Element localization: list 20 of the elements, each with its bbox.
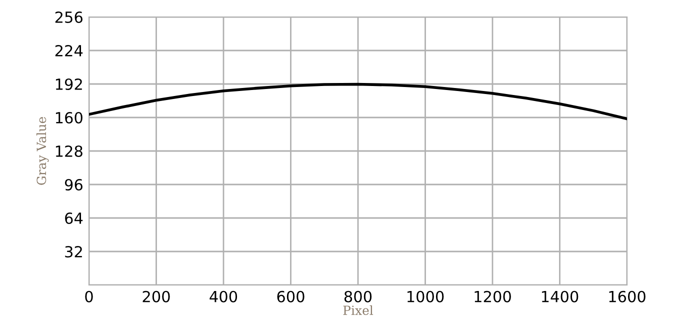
- x-tick-label: 0: [85, 290, 93, 302]
- y-tick-label: 96: [64, 178, 82, 191]
- y-tick-label: 192: [56, 78, 82, 90]
- line-series: [89, 82, 627, 120]
- x-tick-label: 1200: [474, 290, 511, 302]
- y-tick-label: 32: [65, 246, 82, 258]
- y-tick-label: 224: [55, 44, 83, 56]
- x-tick-label: 1600: [609, 290, 646, 302]
- x-tick-label: 400: [210, 290, 238, 302]
- x-tick-label: 200: [142, 290, 170, 302]
- x-tick-label: 1000: [407, 290, 444, 302]
- y-tick-label: 128: [56, 145, 82, 158]
- y-tick-label: 64: [65, 212, 83, 224]
- y-tick-label: 160: [56, 112, 82, 124]
- x-tick-label: 1400: [542, 290, 578, 302]
- y-tick-label: 256: [55, 11, 82, 24]
- x-axis-title: Pixel: [343, 305, 374, 316]
- x-tick-label: 600: [277, 290, 304, 302]
- y-axis-title: Gray Value: [36, 117, 49, 185]
- x-tick-label: 800: [344, 290, 372, 302]
